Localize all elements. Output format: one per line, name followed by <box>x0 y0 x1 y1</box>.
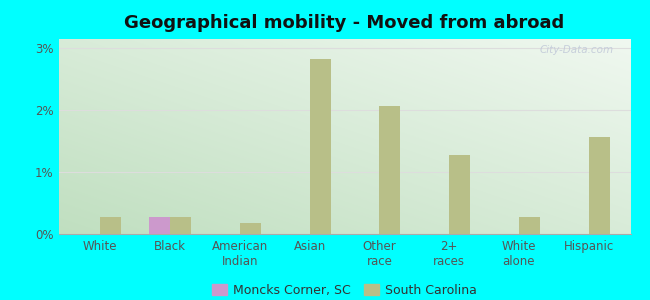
Bar <box>380 106 400 234</box>
Bar <box>589 137 610 234</box>
Bar <box>170 217 191 234</box>
Bar <box>519 217 540 234</box>
Text: City-Data.com: City-Data.com <box>540 45 614 55</box>
Bar <box>100 217 122 234</box>
Title: Geographical mobility - Moved from abroad: Geographical mobility - Moved from abroa… <box>124 14 565 32</box>
Bar <box>150 217 170 234</box>
Bar <box>240 223 261 234</box>
Legend: Moncks Corner, SC, South Carolina: Moncks Corner, SC, South Carolina <box>207 279 482 300</box>
Bar <box>449 155 470 234</box>
Bar <box>309 59 331 234</box>
